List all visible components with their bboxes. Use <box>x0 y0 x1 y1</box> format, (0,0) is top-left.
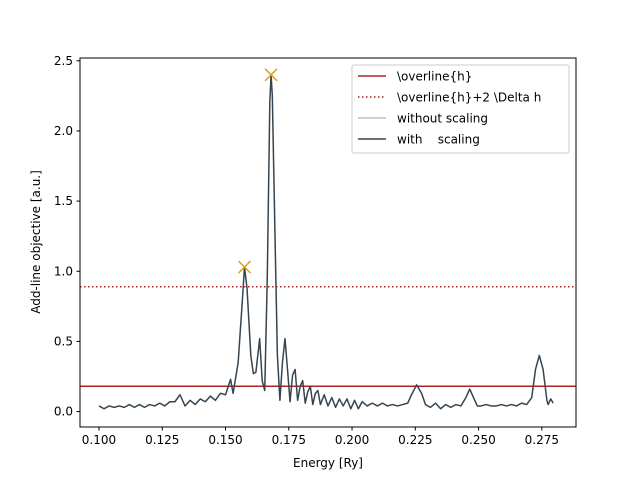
x-tick-label: 0.250 <box>461 433 495 447</box>
x-tick-label: 0.225 <box>398 433 432 447</box>
legend-label: without scaling <box>397 112 488 126</box>
legend-label: \overline{h}+2 \Delta h <box>397 91 541 105</box>
x-tick-label: 0.275 <box>525 433 559 447</box>
y-tick-label: 0.5 <box>54 334 73 348</box>
legend-entry: \overline{h} <box>358 70 472 84</box>
peak-marker-1 <box>264 68 278 82</box>
x-axis: 0.100 0.125 0.150 0.175 0.200 0.225 0.250 0.275 <box>82 427 559 447</box>
legend-label: with scaling <box>397 133 480 147</box>
legend-entry: with scaling <box>358 133 480 147</box>
plot-area <box>80 74 576 410</box>
x-axis-label: Energy [Ry] <box>293 456 363 470</box>
legend-label: \overline{h} <box>397 70 472 84</box>
x-tick-label: 0.100 <box>82 433 116 447</box>
y-axis-label: Add-line objective [a.u.] <box>29 170 43 314</box>
y-tick-label: 2.0 <box>54 124 73 138</box>
y-axis: 0.0 0.5 1.0 1.5 2.0 2.5 <box>54 54 80 419</box>
x-tick-label: 0.150 <box>208 433 242 447</box>
x-tick-label: 0.200 <box>335 433 369 447</box>
y-tick-label: 1.0 <box>54 264 73 278</box>
y-tick-label: 2.5 <box>54 54 73 68</box>
legend: \overline{h} \overline{h}+2 \Delta h witho… <box>351 64 570 154</box>
series-line-1 <box>98 74 554 410</box>
x-tick-label: 0.175 <box>272 433 306 447</box>
legend-frame <box>351 64 570 154</box>
axes-frame <box>79 57 577 428</box>
peak-marker-0 <box>237 260 252 274</box>
legend-entry: \overline{h}+2 \Delta h <box>358 91 541 105</box>
y-tick-label: 0.0 <box>54 405 73 419</box>
x-tick-label: 0.125 <box>145 433 179 447</box>
y-tick-label: 1.5 <box>54 194 73 208</box>
legend-entry: without scaling <box>358 112 488 126</box>
